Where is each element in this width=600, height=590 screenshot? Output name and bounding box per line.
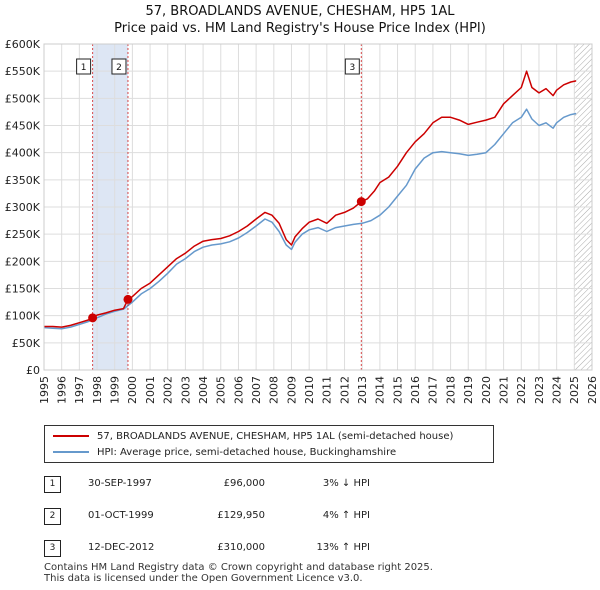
y-tick-label: £600K bbox=[5, 38, 41, 51]
chart-subtitle: Price paid vs. HM Land Registry's House … bbox=[114, 21, 486, 36]
x-tick-label: 2003 bbox=[179, 376, 192, 404]
x-tick-label: 2022 bbox=[515, 376, 528, 404]
x-tick-label: 1998 bbox=[91, 376, 104, 404]
sale-label-box bbox=[76, 58, 92, 75]
legend-swatch-property bbox=[53, 435, 89, 437]
y-tick-label: £450K bbox=[5, 120, 41, 133]
x-tick-label: 2015 bbox=[391, 376, 404, 404]
y-tick-label: £550K bbox=[5, 65, 41, 78]
legend-label-hpi: HPI: Average price, semi-detached house,… bbox=[97, 446, 397, 458]
sale-number-badge: 3 bbox=[44, 540, 61, 557]
legend-label-property: 57, BROADLANDS AVENUE, CHESHAM, HP5 1AL … bbox=[97, 430, 454, 442]
sale-price: £129,950 bbox=[217, 510, 265, 521]
sale-row: 1 30-SEP-1997 £96,000 3% ↓ HPI bbox=[44, 474, 444, 494]
chart-legend: 57, BROADLANDS AVENUE, CHESHAM, HP5 1AL … bbox=[44, 425, 494, 463]
x-tick-label: 2004 bbox=[197, 376, 210, 404]
x-tick-label: 2008 bbox=[268, 376, 281, 404]
sale-point bbox=[88, 313, 98, 323]
x-tick-label: 2016 bbox=[409, 376, 422, 404]
y-tick-label: £350K bbox=[5, 174, 41, 187]
sale-row: 2 01-OCT-1999 £129,950 4% ↑ HPI bbox=[44, 506, 444, 526]
legend-item-property: 57, BROADLANDS AVENUE, CHESHAM, HP5 1AL … bbox=[53, 428, 453, 444]
x-tick-label: 2023 bbox=[533, 376, 546, 404]
sale-hpi-diff: 4% ↑ HPI bbox=[322, 510, 370, 521]
y-tick-label: £50K bbox=[12, 337, 41, 350]
sale-point bbox=[356, 197, 366, 207]
price-chart: 1 2 3 £0 £50K £100K £150K £200K £250K £300K £350K… bbox=[5, 38, 599, 404]
x-tick-label: 2020 bbox=[480, 376, 493, 404]
x-tick-label: 2012 bbox=[338, 376, 351, 404]
sale-label-box bbox=[111, 58, 127, 75]
sale-hpi-diff: 13% ↑ HPI bbox=[316, 542, 370, 553]
chart-title: 57, BROADLANDS AVENUE, CHESHAM, HP5 1AL bbox=[145, 4, 455, 19]
sale-date: 01-OCT-1999 bbox=[88, 510, 154, 521]
y-tick-label: £500K bbox=[5, 92, 41, 105]
y-tick-label: £100K bbox=[5, 310, 41, 323]
x-tick-label: 2005 bbox=[215, 376, 228, 404]
sale-number-badge: 2 bbox=[44, 508, 61, 525]
plot-border bbox=[43, 43, 593, 371]
x-tick-label: 2002 bbox=[162, 376, 175, 404]
x-tick-label: 2007 bbox=[250, 376, 263, 404]
y-tick-label: £150K bbox=[5, 283, 41, 296]
x-tick-label: 2000 bbox=[126, 376, 139, 404]
y-tick-label: £300K bbox=[5, 201, 41, 214]
legend-swatch-hpi bbox=[53, 451, 89, 453]
x-tick-label: 2006 bbox=[232, 376, 245, 404]
x-tick-label: 2001 bbox=[144, 376, 157, 404]
x-tick-label: 2009 bbox=[285, 376, 298, 404]
sale-label: 2 bbox=[116, 63, 122, 73]
y-tick-label: £0 bbox=[26, 364, 40, 377]
footer-licence: This data is licensed under the Open Gov… bbox=[44, 573, 363, 584]
y-tick-label: £250K bbox=[5, 228, 41, 241]
x-tick-label: 2014 bbox=[374, 376, 387, 404]
x-tick-label: 2025 bbox=[568, 376, 581, 404]
x-tick-label: 1999 bbox=[109, 376, 122, 404]
x-tick-label: 2024 bbox=[550, 376, 563, 404]
x-tick-label: 2010 bbox=[303, 376, 316, 404]
sale-number-badge: 1 bbox=[44, 476, 61, 493]
sale-date: 12-DEC-2012 bbox=[88, 542, 155, 553]
footer-attribution: Contains HM Land Registry data © Crown c… bbox=[44, 562, 433, 584]
sale-label: 3 bbox=[349, 63, 355, 73]
series-line-hpi bbox=[44, 108, 577, 330]
sale-row: 3 12-DEC-2012 £310,000 13% ↑ HPI bbox=[44, 538, 444, 558]
sale-point bbox=[123, 294, 133, 304]
x-tick-label: 2011 bbox=[321, 376, 334, 404]
x-tick-label: 2021 bbox=[497, 376, 510, 404]
x-tick-label: 1995 bbox=[38, 376, 51, 404]
x-tick-label: 2026 bbox=[586, 376, 599, 404]
x-tick-label: 2013 bbox=[356, 376, 369, 404]
y-tick-label: £400K bbox=[5, 147, 41, 160]
footer-copyright: Contains HM Land Registry data © Crown c… bbox=[44, 562, 433, 573]
x-tick-label: 2017 bbox=[427, 376, 440, 404]
sale-price: £96,000 bbox=[223, 478, 265, 489]
x-tick-label: 1997 bbox=[73, 376, 86, 404]
legend-item-hpi: HPI: Average price, semi-detached house,… bbox=[53, 444, 396, 460]
sale-date: 30-SEP-1997 bbox=[88, 478, 152, 489]
sale-label: 1 bbox=[81, 63, 87, 73]
sale-label-box bbox=[344, 58, 360, 75]
sale-hpi-diff: 3% ↓ HPI bbox=[322, 478, 370, 489]
x-tick-label: 2018 bbox=[444, 376, 457, 404]
x-tick-label: 1996 bbox=[56, 376, 69, 404]
sale-price: £310,000 bbox=[217, 542, 265, 553]
x-tick-label: 2019 bbox=[462, 376, 475, 404]
y-tick-label: £200K bbox=[5, 255, 41, 268]
